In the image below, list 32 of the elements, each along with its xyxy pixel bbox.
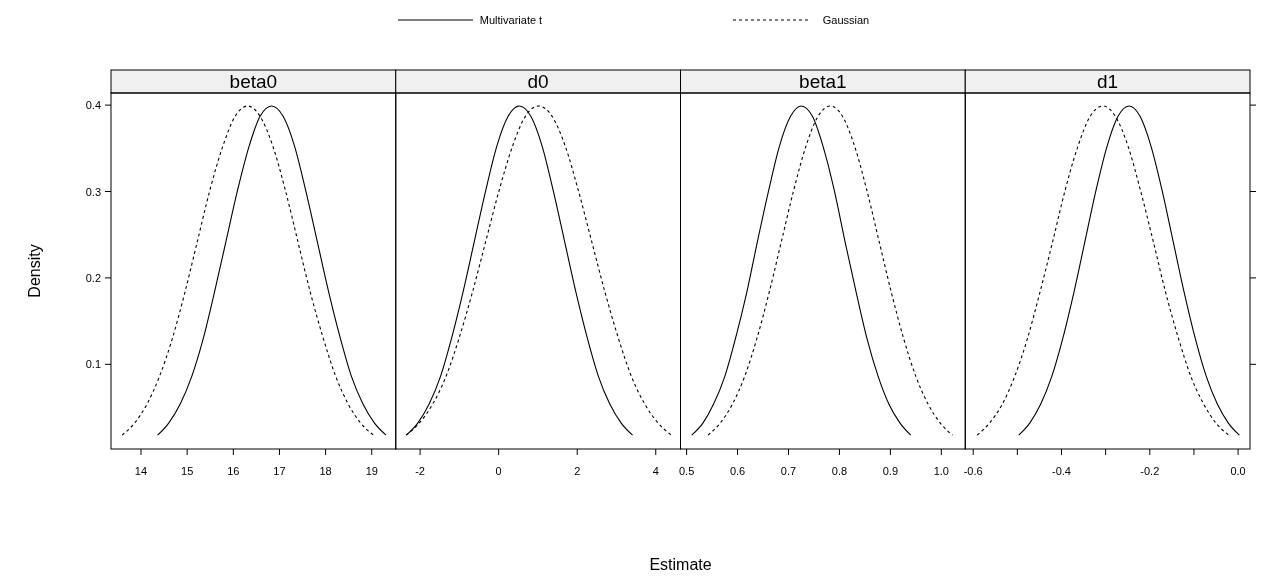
x-axis-title: Estimate xyxy=(649,556,712,573)
x-tick-label: 1.0 xyxy=(933,465,949,477)
x-tick-label: 0.5 xyxy=(678,465,695,477)
x-tick-label: -2 xyxy=(415,465,425,477)
x-tick-label: 16 xyxy=(227,465,240,477)
y-tick-label: 0.2 xyxy=(85,271,101,284)
chart-title: d0 xyxy=(527,71,549,92)
y-tick-label: 0.4 xyxy=(85,99,101,112)
x-tick-label: 0.8 xyxy=(831,465,848,477)
x-tick-label: -0.6 xyxy=(963,465,983,477)
chart-title: d1 xyxy=(1097,71,1119,92)
x-tick-label: 0.6 xyxy=(729,465,746,477)
x-tick-label: 0.7 xyxy=(780,465,797,477)
x-tick-label: 4 xyxy=(652,465,659,477)
x-tick-label: 0 xyxy=(495,465,502,477)
x-tick-label: 17 xyxy=(273,465,286,477)
text: Multivariate t xyxy=(479,14,543,26)
y-axis-title: Density xyxy=(26,244,43,298)
x-tick-label: 19 xyxy=(365,465,378,477)
chart-title: beta1 xyxy=(799,71,847,92)
y-tick-label: 0.3 xyxy=(85,185,101,198)
x-tick-label: 0.9 xyxy=(882,465,899,477)
x-tick-label: 18 xyxy=(319,465,332,477)
chart-title: beta0 xyxy=(229,71,278,92)
y-tick-label: 0.1 xyxy=(85,358,101,371)
x-tick-label: -0.4 xyxy=(1052,465,1071,477)
text: Gaussian xyxy=(822,14,870,26)
x-tick-label: 2 xyxy=(574,465,581,477)
x-tick-label: -0.2 xyxy=(1140,465,1160,477)
x-tick-label: 14 xyxy=(134,465,148,477)
x-tick-label: 15 xyxy=(181,465,194,477)
x-tick-label: 0.0 xyxy=(1230,465,1246,477)
